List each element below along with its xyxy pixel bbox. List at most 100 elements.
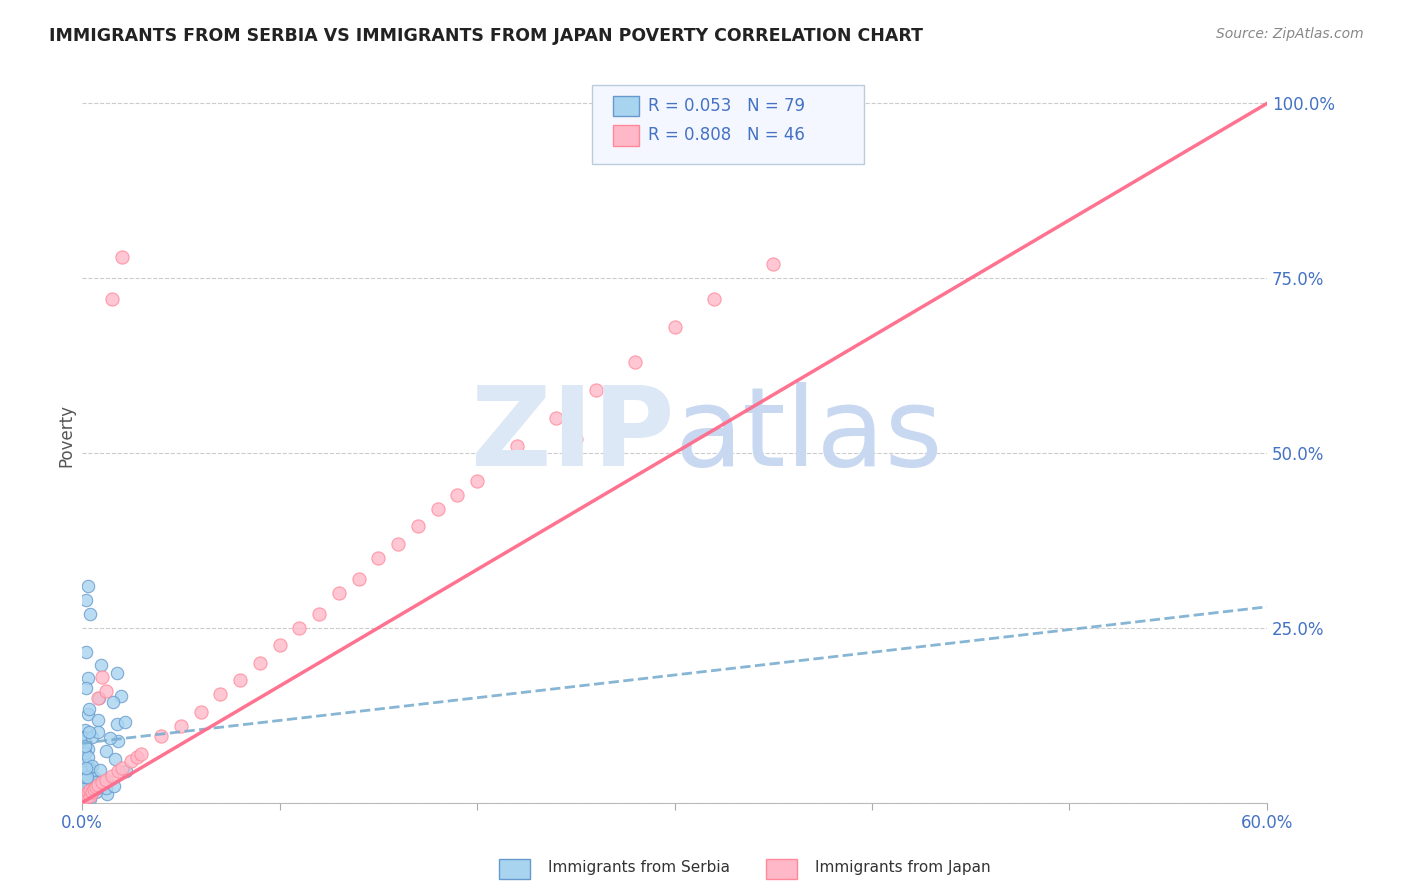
FancyBboxPatch shape <box>592 85 865 164</box>
Point <box>75 787 97 801</box>
Point <box>80 785 103 799</box>
Point <box>76 792 98 806</box>
Point <box>75 785 97 799</box>
Point <box>190 705 212 719</box>
Point <box>79 781 101 796</box>
Point <box>79 783 101 797</box>
Point <box>79 791 101 805</box>
Point <box>72 763 94 777</box>
Text: R = 0.053   N = 79: R = 0.053 N = 79 <box>648 97 806 115</box>
Point <box>73 743 96 757</box>
Point <box>229 673 252 688</box>
Point <box>75 681 97 695</box>
Point <box>72 783 94 797</box>
Point <box>150 729 173 743</box>
Point <box>79 762 101 776</box>
Point <box>76 788 98 802</box>
Point <box>347 572 370 586</box>
Point <box>762 257 785 271</box>
Point <box>86 780 108 795</box>
Point <box>73 785 96 799</box>
Point <box>79 771 101 785</box>
Point <box>565 432 588 446</box>
Point <box>75 772 97 787</box>
Point <box>77 784 100 798</box>
Point <box>76 770 98 784</box>
Point <box>406 519 429 533</box>
Point <box>73 784 96 798</box>
Point <box>77 702 100 716</box>
Y-axis label: Poverty: Poverty <box>58 404 75 467</box>
Point <box>72 781 94 796</box>
FancyBboxPatch shape <box>613 95 638 116</box>
Point <box>110 690 132 704</box>
Point <box>103 780 125 794</box>
Text: atlas: atlas <box>675 382 943 489</box>
Point <box>93 775 115 789</box>
Point <box>249 656 271 670</box>
Point <box>77 783 100 797</box>
Point <box>664 320 686 334</box>
Point <box>90 658 112 673</box>
Point <box>87 778 110 792</box>
Point <box>87 713 110 727</box>
Point <box>73 789 96 803</box>
Point <box>73 773 96 788</box>
Point <box>79 607 101 621</box>
Point <box>75 786 97 800</box>
Point <box>73 781 96 796</box>
Point <box>86 785 108 799</box>
Point <box>80 730 103 744</box>
Point <box>170 719 193 733</box>
Point <box>127 750 149 764</box>
Point <box>73 731 96 745</box>
Point <box>77 706 100 721</box>
Point <box>703 292 725 306</box>
FancyBboxPatch shape <box>613 125 638 145</box>
Point <box>73 785 96 799</box>
Point <box>77 671 100 685</box>
Point <box>83 775 105 789</box>
Text: Immigrants from Serbia: Immigrants from Serbia <box>548 860 730 874</box>
Point <box>110 250 132 264</box>
Point <box>544 411 567 425</box>
Point <box>75 790 97 805</box>
Point <box>75 592 97 607</box>
Text: Immigrants from Japan: Immigrants from Japan <box>815 860 991 874</box>
Point <box>77 579 100 593</box>
Point <box>105 717 128 731</box>
Point <box>585 383 607 397</box>
Point <box>269 638 291 652</box>
Point <box>84 772 107 786</box>
Point <box>75 794 97 808</box>
Text: ZIP: ZIP <box>471 382 675 489</box>
Point <box>79 789 101 803</box>
Point <box>94 744 117 758</box>
Point <box>72 791 94 805</box>
Point <box>77 724 100 739</box>
Point <box>75 756 97 770</box>
Point <box>77 762 100 776</box>
Point <box>131 747 153 761</box>
Point <box>387 537 409 551</box>
Point <box>96 781 118 796</box>
Point <box>73 792 96 806</box>
Point <box>90 774 112 789</box>
Point <box>75 645 97 659</box>
Point <box>110 761 132 775</box>
Point <box>84 780 107 795</box>
Point <box>101 696 124 710</box>
Point <box>77 741 100 756</box>
Point <box>75 761 97 775</box>
Point <box>505 439 527 453</box>
Point <box>308 607 330 621</box>
Point <box>367 550 389 565</box>
Point <box>105 665 128 680</box>
Point <box>76 772 98 787</box>
Point <box>75 794 97 808</box>
Point <box>107 733 129 747</box>
Point <box>76 790 98 805</box>
Point <box>98 731 121 745</box>
Point <box>77 785 100 799</box>
Point <box>79 764 101 779</box>
